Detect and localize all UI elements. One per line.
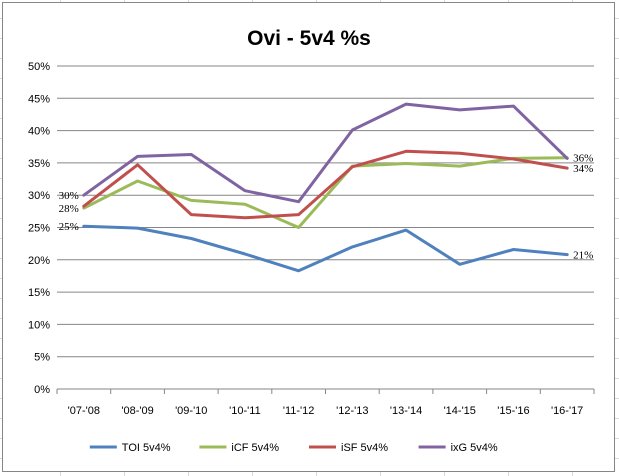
x-tick-label: '15-'16 [497,405,529,417]
y-tick-label: 25% [28,223,50,235]
legend-label: iCF 5v4% [231,442,279,454]
y-tick-label: 20% [28,255,50,267]
x-tick-label: '12-'13 [336,405,368,417]
data-label: 28% [59,203,79,215]
x-tick-label: '16-'17 [551,405,583,417]
line-chart: Ovi - 5v4 %s 0% 5% 10% 15% 20% 25% 30% 35% 40% 45%… [28,27,595,454]
chart-area[interactable]: Ovi - 5v4 %s 0% 5% 10% 15% 20% 25% 30% 35% 40% 45%… [2,2,615,472]
data-label: 36% [573,153,593,165]
x-tick-label: '13-'14 [390,405,422,417]
y-tick-label: 50% [28,61,50,73]
y-tick-label: 10% [28,319,50,331]
data-label: 34% [573,163,593,175]
x-tick-label: '09-'10 [175,405,207,417]
x-tick-label: '10-'11 [229,405,261,417]
y-tick-label: 45% [28,93,50,105]
legend-label: ixG 5v4% [451,442,498,454]
y-tick-label: 5% [34,352,50,364]
y-tick-label: 0% [34,384,50,396]
legend-label: TOI 5v4% [122,442,171,454]
y-tick-label: 30% [28,190,50,202]
series-line-toi[interactable] [82,224,569,273]
series-line-isf[interactable] [82,149,569,220]
y-tick-label: 40% [28,126,50,138]
data-label: 25% [59,221,79,233]
x-tick-label: '08-'09 [121,405,153,417]
x-tick-label: '11-'12 [283,405,315,417]
chart-title: Ovi - 5v4 %s [247,27,371,50]
y-tick-label: 15% [28,287,50,299]
data-label: 30% [59,190,79,202]
x-tick-label: '07-'08 [68,405,100,417]
y-tick-label: 35% [28,158,50,170]
series-line-ixg[interactable] [82,102,569,204]
data-label: 21% [573,250,593,262]
legend-label: iSF 5v4% [341,442,388,454]
x-tick-label: '14-'15 [444,405,476,417]
